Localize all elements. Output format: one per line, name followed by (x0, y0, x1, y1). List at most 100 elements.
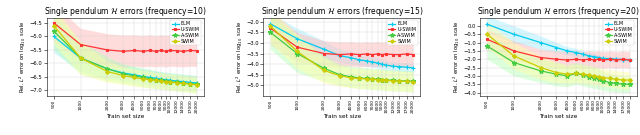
A-SWIM (267, 32, 275, 33)
SWIM (537, 67, 545, 68)
U-SWIM (564, 59, 572, 61)
ELM (369, 61, 376, 63)
ELM (409, 67, 417, 69)
ELM (595, 57, 603, 58)
SWIM (378, 79, 386, 81)
U-SWIM (186, 50, 194, 51)
ELM (606, 58, 614, 60)
ELM (131, 74, 138, 76)
ELM (599, 58, 607, 59)
A-SWIM (552, 73, 560, 75)
ELM (383, 64, 390, 66)
A-SWIM (510, 62, 518, 63)
U-SWIM (579, 59, 587, 61)
SWIM (599, 77, 607, 78)
SWIM (572, 72, 580, 74)
Line: A-SWIM: A-SWIM (484, 43, 632, 87)
SWIM (157, 80, 165, 82)
U-SWIM (193, 50, 200, 52)
ELM (612, 58, 620, 60)
SWIM (152, 80, 160, 81)
ELM (403, 66, 411, 68)
ELM (510, 33, 518, 35)
ELM (390, 65, 397, 67)
ELM (162, 79, 170, 80)
A-SWIM (409, 81, 417, 82)
A-SWIM (620, 83, 627, 85)
U-SWIM (173, 50, 180, 52)
U-SWIM (585, 58, 593, 60)
Line: A-SWIM: A-SWIM (268, 30, 415, 84)
Line: U-SWIM: U-SWIM (52, 22, 198, 53)
A-SWIM (320, 68, 328, 69)
SWIM (396, 80, 403, 82)
A-SWIM (131, 75, 138, 77)
A-SWIM (396, 80, 403, 81)
A-SWIM (50, 30, 58, 32)
X-axis label: Train set size: Train set size (106, 114, 145, 119)
SWIM (347, 77, 355, 79)
Line: ELM: ELM (268, 21, 415, 70)
ELM (77, 57, 84, 59)
U-SWIM (267, 27, 275, 29)
A-SWIM (579, 74, 587, 76)
A-SWIM (590, 77, 598, 78)
U-SWIM (537, 57, 545, 58)
U-SWIM (626, 59, 634, 61)
Line: A-SWIM: A-SWIM (51, 29, 199, 87)
Line: ELM: ELM (51, 34, 199, 85)
A-SWIM (157, 80, 165, 81)
ELM (552, 47, 560, 48)
ELM (186, 82, 194, 83)
Legend: ELM, U-SWIM, A-SWIM, SWIM: ELM, U-SWIM, A-SWIM, SWIM (387, 20, 418, 45)
A-SWIM (356, 77, 364, 79)
SWIM (139, 78, 147, 80)
A-SWIM (483, 45, 491, 47)
U-SWIM (152, 50, 160, 52)
A-SWIM (146, 78, 154, 79)
ELM (374, 62, 381, 64)
A-SWIM (369, 78, 376, 80)
A-SWIM (104, 68, 111, 70)
A-SWIM (564, 75, 572, 77)
SWIM (383, 80, 390, 81)
A-SWIM (186, 83, 194, 85)
ELM (572, 52, 580, 53)
A-SWIM (162, 80, 170, 82)
U-SWIM (293, 46, 301, 48)
A-SWIM (193, 83, 200, 85)
SWIM (186, 83, 194, 85)
SWIM (585, 74, 593, 76)
SWIM (579, 73, 587, 75)
A-SWIM (626, 83, 634, 85)
U-SWIM (119, 50, 127, 52)
ELM (50, 36, 58, 37)
A-SWIM (383, 79, 390, 81)
ELM (320, 48, 328, 50)
X-axis label: Train set size: Train set size (539, 114, 577, 119)
U-SWIM (77, 44, 84, 45)
SWIM (564, 73, 572, 75)
A-SWIM (173, 82, 180, 83)
U-SWIM (483, 38, 491, 40)
U-SWIM (347, 53, 355, 55)
Line: SWIM: SWIM (269, 25, 415, 83)
SWIM (336, 75, 344, 77)
U-SWIM (336, 54, 344, 55)
ELM (590, 56, 598, 58)
A-SWIM (606, 82, 614, 83)
SWIM (119, 75, 127, 76)
ELM (620, 59, 627, 60)
A-SWIM (599, 80, 607, 82)
Line: SWIM: SWIM (52, 24, 198, 86)
ELM (173, 80, 180, 82)
U-SWIM (606, 58, 614, 60)
ELM (356, 59, 364, 61)
ELM (396, 66, 403, 68)
SWIM (390, 80, 397, 82)
U-SWIM (374, 53, 381, 55)
Title: Single pendulum $\mathcal{H}$ errors (frequency=20): Single pendulum $\mathcal{H}$ errors (fr… (477, 5, 639, 18)
SWIM (483, 33, 491, 35)
SWIM (179, 83, 187, 84)
A-SWIM (403, 80, 411, 82)
